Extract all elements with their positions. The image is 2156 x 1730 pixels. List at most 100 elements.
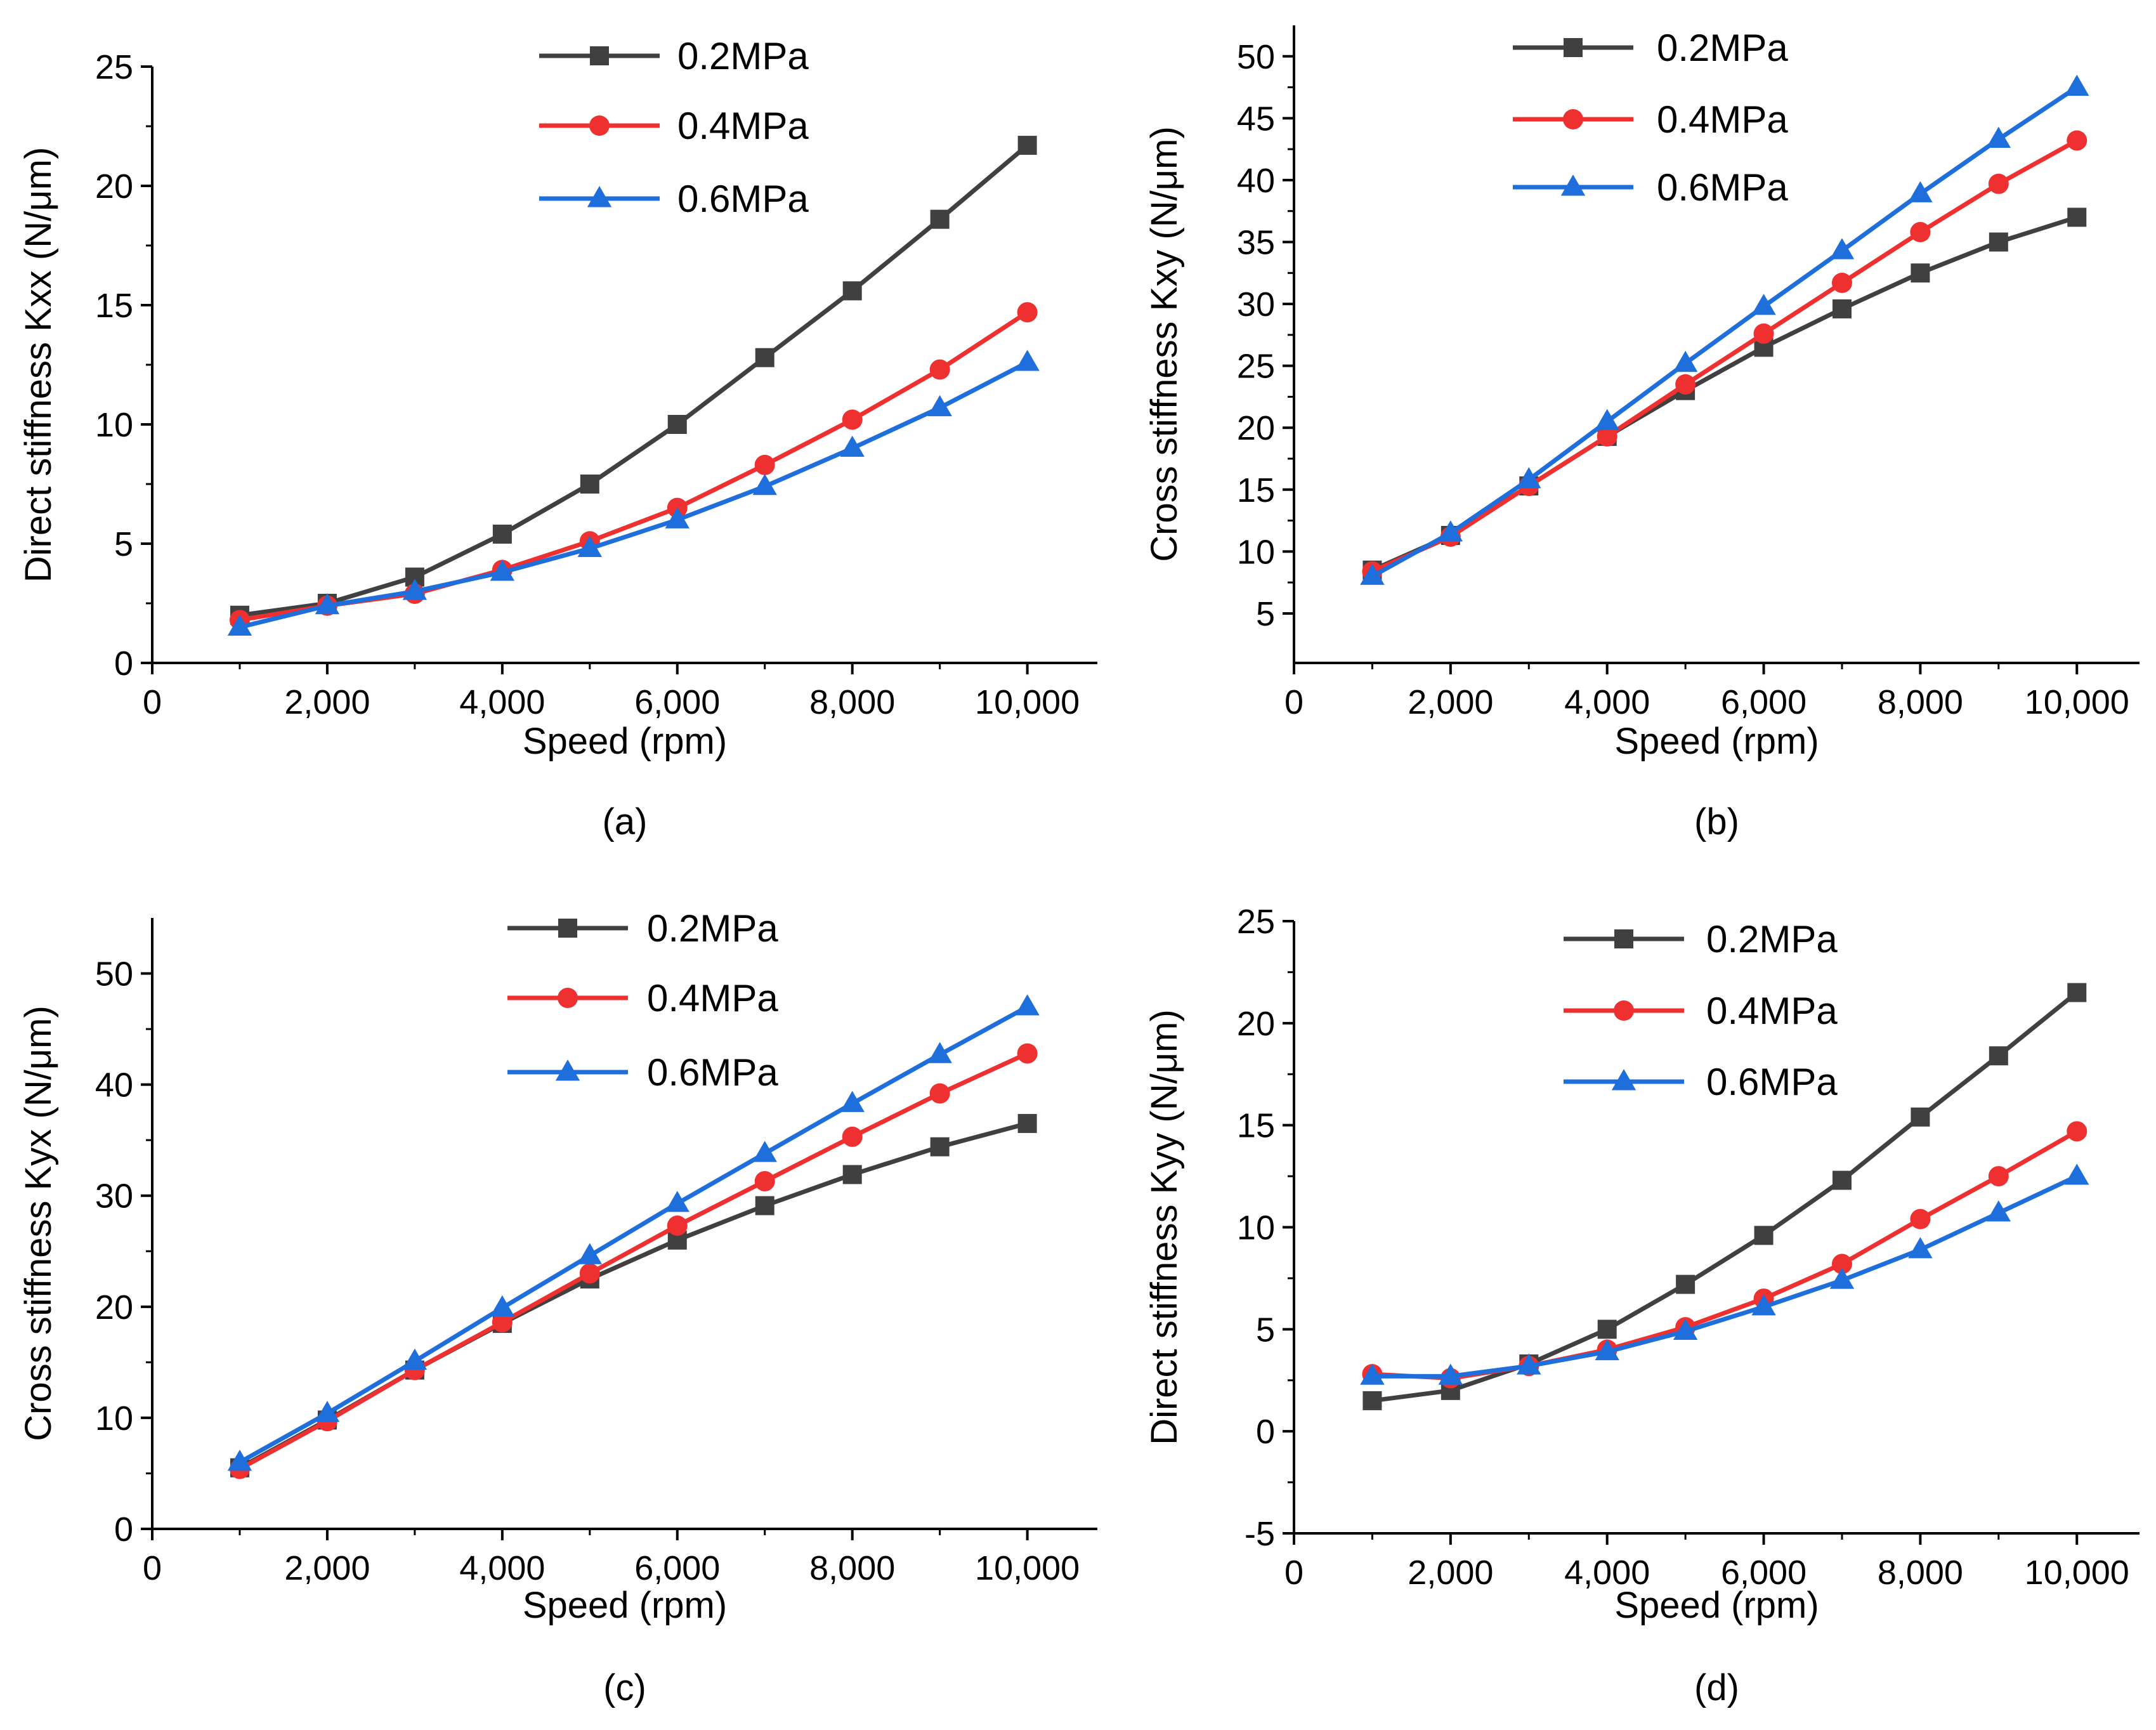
data-point-0.6MPa [577, 535, 603, 557]
y-tick-label: 10 [95, 406, 133, 444]
legend-marker [590, 46, 609, 65]
x-tick-label: 6,000 [634, 1549, 720, 1587]
y-axis-title: Cross stiffness Kyx (N/μm) [18, 1006, 59, 1441]
legend-marker [1560, 174, 1586, 196]
x-axis-title: Speed (rpm) [523, 1585, 727, 1626]
data-point-0.2MPa [667, 415, 687, 434]
data-point-0.4MPa [2067, 1121, 2087, 1142]
data-point-0.4MPa [929, 359, 950, 380]
data-point-0.6MPa [1908, 1237, 1933, 1259]
x-tick-label: 8,000 [1878, 1554, 1963, 1592]
series-line-0.4MPa [1372, 1129, 2079, 1381]
legend-marker [1614, 929, 1633, 948]
data-point-0.6MPa [1517, 1353, 1541, 1375]
x-tick-label: 2,000 [284, 1549, 370, 1587]
data-point-0.6MPa [1595, 409, 1619, 430]
chart-panel-b: 0 2,000 4,000 6,000 8,000 10,000 5 10 15 20 25 30 35… [1144, 25, 2140, 842]
y-tick-label: 10 [95, 1399, 133, 1438]
data-point-0.6MPa [1673, 1318, 1698, 1340]
y-tick-label: 35 [1237, 224, 1275, 262]
data-point-0.6MPa [1517, 467, 1541, 488]
x-tick-label: 8,000 [809, 1549, 895, 1587]
data-point-0.6MPa [1908, 181, 1933, 202]
x-tick-label: 8,000 [1878, 683, 1963, 721]
data-point-0.2MPa [492, 524, 512, 544]
y-tick-label: 45 [1237, 100, 1275, 138]
data-point-0.4MPa [1910, 1209, 1931, 1229]
legend-marker [1563, 109, 1583, 129]
data-point-0.4MPa [2067, 130, 2087, 151]
series-line-0.2MPa [239, 143, 1029, 618]
data-point-0.6MPa [577, 1243, 603, 1264]
data-point-0.6MPa [1751, 1294, 1776, 1316]
panel-label: (b) [1694, 801, 1739, 842]
data-point-0.2MPa [1754, 1226, 1774, 1245]
data-point-0.6MPa [1829, 238, 1855, 259]
y-tick-label: 50 [95, 955, 133, 993]
series-line-0.2MPa [238, 1121, 1028, 1470]
data-point-0.4MPa [929, 1083, 950, 1104]
legend-marker [589, 115, 610, 136]
y-tick-label: 15 [1237, 471, 1275, 509]
data-point-0.6MPa [1360, 1363, 1385, 1385]
data-point-0.6MPa [315, 593, 340, 615]
x-tick-label: 0 [1284, 1554, 1303, 1592]
data-point-0.4MPa [1017, 302, 1038, 323]
data-point-0.6MPa [315, 1401, 340, 1422]
y-tick-label: 5 [114, 525, 133, 563]
x-tick-label: 2,000 [1408, 683, 1493, 721]
data-point-0.2MPa [755, 1196, 774, 1216]
data-point-0.2MPa [2067, 983, 2087, 1002]
data-point-0.2MPa [1832, 299, 1852, 318]
y-tick-label: 25 [95, 48, 133, 86]
y-tick-label: 20 [95, 167, 133, 206]
panel-label: (a) [603, 801, 648, 842]
data-point-0.6MPa [665, 1191, 689, 1212]
series-line-0.4MPa [238, 1051, 1029, 1471]
x-tick-label: 4,000 [459, 1549, 545, 1587]
data-point-0.2MPa [1911, 263, 1930, 283]
data-point-0.6MPa [665, 507, 689, 528]
data-point-0.6MPa [490, 1295, 515, 1317]
data-point-0.2MPa [842, 1165, 862, 1184]
x-tick-label: 4,000 [1564, 1554, 1650, 1592]
data-point-0.2MPa [1832, 1170, 1852, 1190]
data-point-0.4MPa [1597, 426, 1617, 447]
y-tick-label: 30 [1237, 285, 1275, 324]
y-tick-label: -5 [1245, 1515, 1275, 1553]
data-point-0.2MPa [755, 348, 774, 367]
x-axis-title: Speed (rpm) [523, 721, 727, 762]
chart-panel-d: 0 2,000 4,000 6,000 8,000 10,000-50510152025S… [1144, 903, 2140, 1708]
x-tick-label: 2,000 [284, 683, 370, 721]
data-point-0.6MPa [402, 579, 428, 600]
data-point-0.6MPa [1438, 1363, 1463, 1385]
legend-label: 0.4MPa [677, 105, 809, 147]
panel-label: (d) [1694, 1667, 1739, 1708]
x-tick-label: 6,000 [634, 683, 720, 721]
legend-label: 0.6MPa [647, 1051, 778, 1094]
x-tick-label: 0 [1284, 683, 1303, 721]
data-point-0.4MPa [1753, 323, 1774, 344]
data-point-0.4MPa [754, 1170, 775, 1191]
legend-label: 0.2MPa [1657, 27, 1788, 69]
legend-marker [558, 988, 578, 1008]
x-tick-label: 10,000 [975, 1549, 1080, 1587]
x-tick-label: 10,000 [975, 683, 1080, 721]
x-tick-label: 8,000 [809, 683, 895, 721]
y-tick-label: 10 [1237, 1209, 1275, 1247]
data-point-0.2MPa [1911, 1107, 1930, 1127]
legend-label: 0.2MPa [677, 35, 809, 77]
legend-marker [1564, 38, 1583, 57]
y-tick-label: 0 [114, 1510, 133, 1549]
data-point-0.6MPa [227, 1450, 252, 1471]
data-point-0.4MPa [1831, 1254, 1852, 1275]
legend-label: 0.4MPa [1706, 990, 1838, 1032]
y-tick-label: 40 [1237, 162, 1275, 200]
chart-panel-a: 0 2,000 4,000 6,000 8,000 10,000 0 5 10 15 20 25 Spe… [18, 35, 1097, 842]
legend-marker [558, 919, 577, 938]
y-tick-label: 15 [95, 287, 133, 325]
data-point-0.2MPa [1989, 232, 2008, 252]
legend-label: 0.4MPa [1657, 98, 1788, 141]
data-point-0.4MPa [1988, 1166, 2009, 1187]
x-tick-label: 4,000 [459, 683, 545, 721]
